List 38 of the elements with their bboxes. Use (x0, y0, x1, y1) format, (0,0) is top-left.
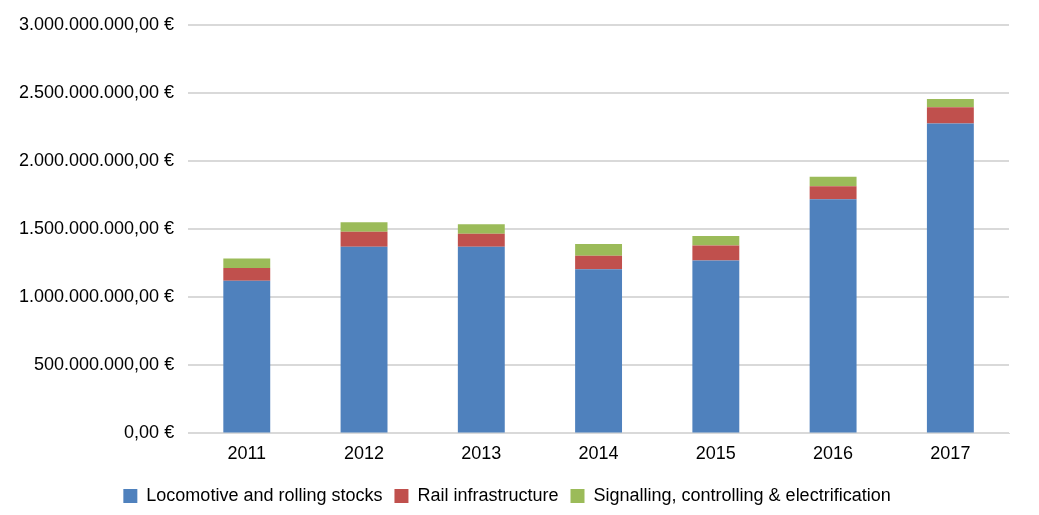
bar (692, 235, 740, 246)
legend-label: Locomotive and rolling stocks (146, 484, 383, 505)
bar (457, 233, 505, 247)
bar (457, 246, 505, 433)
bar (926, 99, 974, 108)
x-tick-label: 2017 (930, 443, 971, 464)
y-tick-label: 0,00 € (124, 422, 175, 443)
bar (340, 231, 388, 247)
bar (926, 107, 974, 124)
bar (223, 258, 271, 268)
bar (223, 267, 271, 281)
bar (809, 186, 857, 200)
x-tick-label: 2011 (227, 443, 267, 464)
x-tick-label: 2013 (461, 443, 502, 464)
bar (809, 199, 857, 433)
legend-label: Signalling, controlling & electrification (593, 484, 891, 505)
legend-label: Rail infrastructure (417, 484, 559, 505)
bar (575, 269, 623, 433)
y-tick-label: 3.000.000.000,00 € (18, 13, 175, 34)
bar (575, 255, 623, 270)
bar (223, 280, 271, 433)
y-tick-label: 2.500.000.000,00 € (18, 81, 175, 102)
x-tick-label: 2012 (344, 443, 385, 464)
bar (340, 246, 388, 433)
x-tick-label: 2015 (695, 443, 736, 464)
bar (809, 176, 857, 187)
bar (692, 245, 740, 261)
y-tick-label: 500.000.000,00 € (34, 354, 175, 375)
bar (457, 224, 505, 234)
bar (575, 244, 623, 256)
y-tick-label: 1.000.000.000,00 € (18, 286, 175, 307)
y-tick-label: 1.500.000.000,00 € (18, 218, 175, 239)
y-tick-label: 2.000.000.000,00 € (18, 149, 175, 170)
x-tick-label: 2016 (813, 443, 854, 464)
bar (340, 222, 388, 232)
bar (692, 260, 740, 433)
x-tick-label: 2014 (578, 443, 619, 464)
bar (926, 123, 974, 433)
